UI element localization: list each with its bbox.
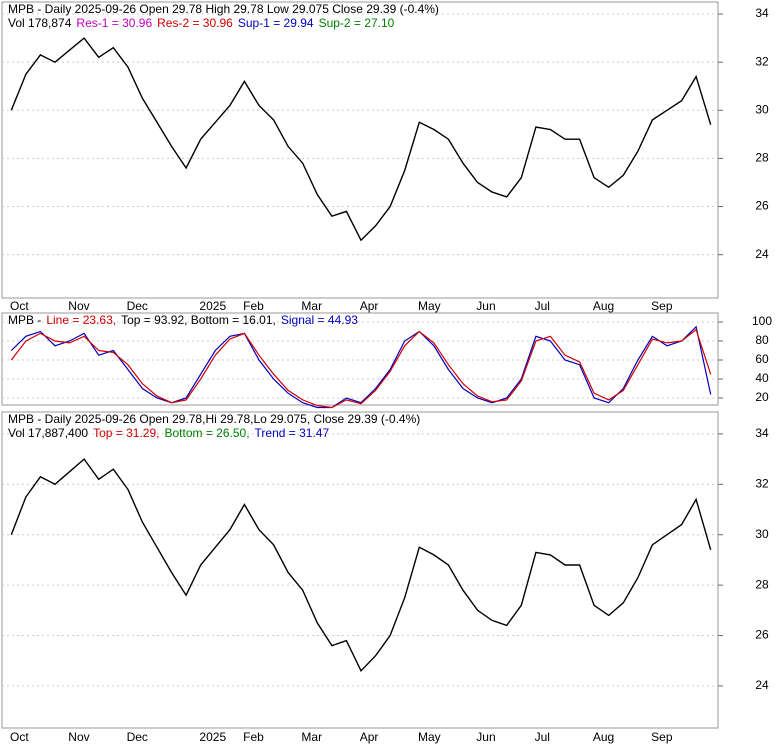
header-item: Sup-2 = 27.10 [319, 16, 395, 30]
x-tick-label: Nov [68, 299, 89, 313]
y-tick-label: 28 [755, 151, 769, 165]
header-item: Top = 93.92, Bottom = 16.01, [121, 313, 276, 327]
header-line: MPB - Daily 2025-09-26 Open 29.78 High 2… [8, 2, 439, 16]
x-tick-label: Sep [651, 730, 673, 744]
price-line [10, 328, 712, 409]
y-tick-label: 28 [755, 577, 769, 591]
y-tick-label: 60 [755, 352, 769, 366]
header-item: Bottom = 26.50, [164, 426, 249, 440]
x-tick-label: Feb [243, 730, 264, 744]
x-tick-label: Oct [10, 299, 29, 313]
y-tick-label: 30 [755, 527, 769, 541]
x-tick-label: 2025 [199, 730, 226, 744]
panel-frame [1, 411, 719, 729]
x-tick-label: Jun [476, 299, 495, 313]
header-line: MPB - Daily 2025-09-26 Open 29.78,Hi 29.… [8, 412, 420, 426]
y-tick-label: 80 [755, 333, 769, 347]
header-item: Vol 17,887,400 [8, 426, 88, 440]
x-tick-label: Dec [127, 299, 148, 313]
header-item: Res-2 = 30.96 [157, 16, 233, 30]
header-line: MPB - Line = 23.63, Top = 93.92, Bottom = … [8, 313, 358, 327]
header-item: Vol 178,874 [8, 16, 72, 30]
header-item: Line = 23.63, [46, 313, 116, 327]
header-item: Res-1 = 30.96 [76, 16, 152, 30]
x-tick-label: Mar [301, 730, 322, 744]
x-tick-label: Oct [10, 730, 29, 744]
header-item: Top = 31.29, [93, 426, 159, 440]
y-tick-label: 26 [755, 628, 769, 642]
x-tick-label: Aug [593, 730, 614, 744]
y-tick-label: 100 [752, 314, 772, 328]
price-line [10, 458, 712, 673]
price-line [10, 325, 712, 409]
x-tick-label: Aug [593, 299, 614, 313]
y-tick-label: 40 [755, 371, 769, 385]
x-tick-label: Dec [127, 730, 148, 744]
price-line [10, 37, 712, 242]
y-tick-label: 32 [755, 54, 769, 68]
panel-frame [1, 1, 719, 299]
y-tick-label: 32 [755, 476, 769, 490]
header-line: Vol 17,887,400 Top = 31.29, Bottom = 26.50… [8, 426, 329, 440]
y-tick-label: 26 [755, 199, 769, 213]
x-tick-label: Jul [535, 299, 550, 313]
header-item: Trend = 31.47 [255, 426, 330, 440]
y-tick-label: 30 [755, 102, 769, 116]
y-tick-label: 34 [755, 6, 769, 20]
header-item: Sup-1 = 29.94 [238, 16, 314, 30]
x-tick-label: May [418, 299, 441, 313]
y-tick-label: 24 [755, 678, 769, 692]
y-tick-label: 20 [755, 390, 769, 404]
x-tick-label: Jun [476, 730, 495, 744]
x-tick-label: 2025 [199, 299, 226, 313]
x-tick-label: Mar [301, 299, 322, 313]
y-tick-label: 24 [755, 247, 769, 261]
header-item: MPB - [8, 313, 41, 327]
x-tick-label: Feb [243, 299, 264, 313]
y-tick-label: 34 [755, 426, 769, 440]
header-item: Signal = 44.93 [281, 313, 358, 327]
header-item: MPB - Daily 2025-09-26 Open 29.78,Hi 29.… [8, 412, 420, 426]
header-line: Vol 178,874 Res-1 = 30.96 Res-2 = 30.96 Sup… [8, 16, 395, 30]
x-tick-label: Apr [360, 299, 379, 313]
x-tick-label: Apr [360, 730, 379, 744]
header-item: MPB - Daily 2025-09-26 Open 29.78 High 2… [8, 2, 439, 16]
x-tick-label: Nov [68, 730, 89, 744]
x-tick-label: May [418, 730, 441, 744]
x-tick-label: Jul [535, 730, 550, 744]
x-tick-label: Sep [651, 299, 673, 313]
